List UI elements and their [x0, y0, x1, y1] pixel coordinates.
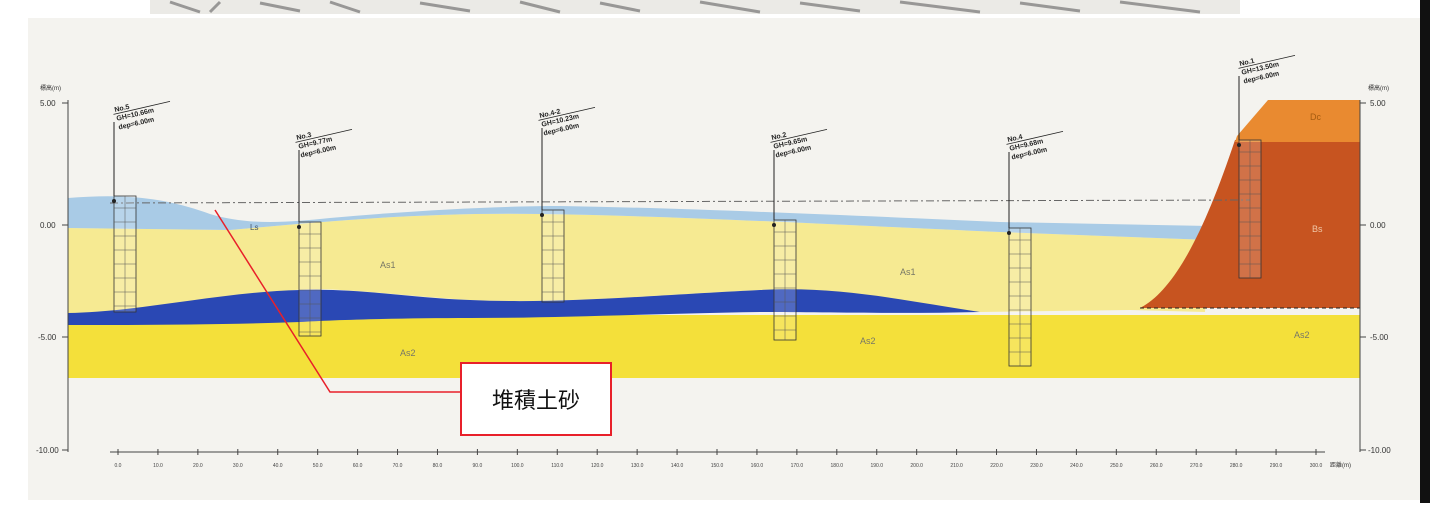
right-axis-header: 標高(m)	[1368, 84, 1389, 92]
distance-tick-label: 220.0	[990, 463, 1003, 469]
right-tick: -5.00	[1370, 333, 1389, 342]
layer-label-as2: As2	[400, 348, 416, 358]
layer-as1	[68, 213, 1210, 320]
borehole-label-text: No.4	[1007, 134, 1023, 144]
layer-label-bs: Bs	[1312, 224, 1323, 234]
distance-tick-label: 130.0	[631, 463, 644, 469]
distance-tick-label: 150.0	[711, 463, 724, 469]
layer-label-as1: As1	[900, 267, 916, 277]
distance-tick-label: 190.0	[870, 463, 883, 469]
distance-tick-label: 60.0	[353, 463, 363, 469]
layer-deposit	[68, 196, 1210, 240]
distance-tick-label: 20.0	[193, 463, 203, 469]
distance-ticks: 0.0 10.0 20.0 30.0 40.0 50.0 60.0 70.0 80.0 90.0 1…	[115, 449, 1323, 469]
distance-tick-label: 120.0	[591, 463, 604, 469]
distance-tick-label: 260.0	[1150, 463, 1163, 469]
distance-tick-label: 200.0	[910, 463, 923, 469]
right-tick: -10.00	[1368, 446, 1391, 455]
borehole-label-text: No.1	[1239, 58, 1255, 68]
distance-tick-label: 90.0	[473, 463, 483, 469]
left-tick: -5.00	[38, 333, 57, 342]
distance-tick-label: 270.0	[1190, 463, 1203, 469]
distance-tick-label: 160.0	[751, 463, 764, 469]
distance-tick-label: 70.0	[393, 463, 403, 469]
distance-tick-label: 110.0	[551, 463, 563, 469]
borehole-label-text: No.2	[771, 132, 787, 142]
left-tick: 0.00	[40, 221, 56, 230]
distance-tick-label: 240.0	[1070, 463, 1083, 469]
layer-as2	[68, 315, 1360, 378]
distance-tick-label: 170.0	[791, 463, 804, 469]
water-level-line	[109, 199, 1251, 204]
distance-tick-label: 230.0	[1030, 463, 1043, 469]
right-tick: 5.00	[1370, 99, 1386, 108]
sediment-callout-box: 堆積土砂	[460, 362, 612, 436]
borehole-label-text: No.3	[296, 132, 312, 142]
distance-tick-label: 140.0	[671, 463, 684, 469]
distance-tick-label: 100.0	[511, 463, 524, 469]
distance-tick-label: 290.0	[1270, 463, 1283, 469]
layer-label-deposit: Ls	[250, 223, 258, 232]
layer-label-dc: Dc	[1310, 112, 1321, 122]
callout-leader	[214, 209, 460, 393]
distance-tick-label: 300.0	[1310, 463, 1323, 469]
distance-tick-label: 40.0	[273, 463, 283, 469]
layer-bank-top	[1235, 100, 1360, 142]
left-axis-header: 標高(m)	[40, 84, 61, 92]
borehole-label-text: No.5	[114, 104, 130, 114]
sediment-callout-label: 堆積土砂	[491, 389, 580, 414]
scan-edge	[1420, 0, 1430, 503]
distance-tick-label: 50.0	[313, 463, 323, 469]
layer-label-as2: As2	[1294, 330, 1310, 340]
layer-clay	[68, 289, 980, 325]
left-tick: -10.00	[36, 446, 59, 455]
distance-tick-label: 80.0	[433, 463, 443, 469]
right-tick: 0.00	[1370, 221, 1386, 230]
layer-label-as2: As2	[860, 336, 876, 346]
distance-unit: 距離(m)	[1330, 461, 1351, 469]
distance-tick-label: 30.0	[233, 463, 243, 469]
left-tick: 5.00	[40, 99, 56, 108]
distance-tick-label: 210.0	[950, 463, 963, 469]
distance-tick-label: 280.0	[1230, 463, 1243, 469]
distance-tick-label: 250.0	[1110, 463, 1123, 469]
distance-tick-label: 0.0	[115, 463, 122, 469]
distance-tick-label: 180.0	[831, 463, 844, 469]
borehole-label-text: No.4-2	[539, 108, 562, 120]
layer-label-as1: As1	[380, 260, 396, 270]
distance-tick-label: 10.0	[153, 463, 163, 469]
